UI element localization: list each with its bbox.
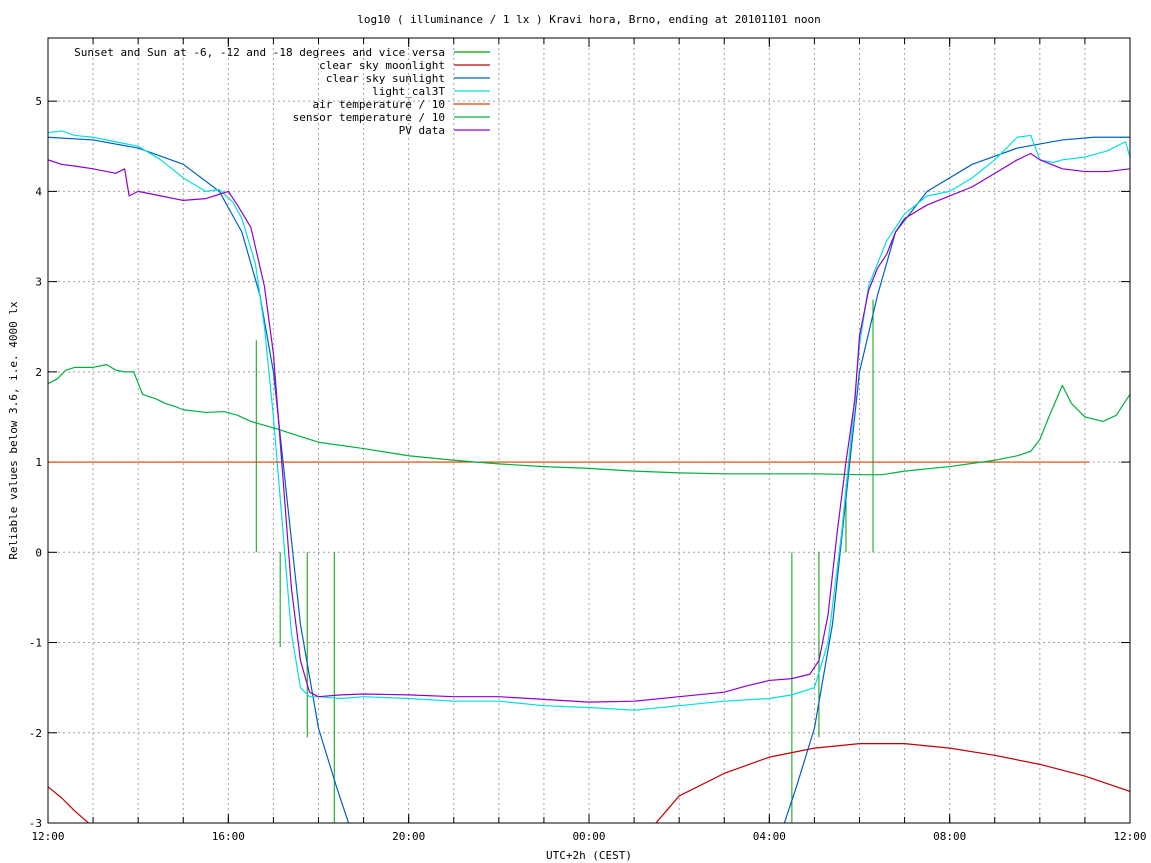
chart-series bbox=[48, 130, 1130, 823]
legend-label: clear sky sunlight bbox=[326, 72, 445, 85]
x-tick-label: 08:00 bbox=[933, 830, 966, 843]
y-tick-label: 2 bbox=[35, 366, 42, 379]
x-tick-label: 12:00 bbox=[1113, 830, 1146, 843]
y-tick-label: 4 bbox=[35, 185, 42, 198]
x-tick-label: 00:00 bbox=[572, 830, 605, 843]
x-tick-label: 04:00 bbox=[753, 830, 786, 843]
legend-label: sensor temperature / 10 bbox=[293, 111, 445, 124]
legend-label: clear sky moonlight bbox=[319, 59, 445, 72]
legend-label: PV data bbox=[399, 124, 445, 137]
legend-label: Sunset and Sun at -6, -12 and -18 degree… bbox=[74, 46, 445, 59]
y-tick-label: 3 bbox=[35, 276, 42, 289]
series-3-line bbox=[48, 136, 1130, 823]
y-tick-label: -2 bbox=[29, 727, 42, 740]
legend: Sunset and Sun at -6, -12 and -18 degree… bbox=[74, 46, 490, 137]
x-tick-label: 16:00 bbox=[212, 830, 245, 843]
x-tick-label: 20:00 bbox=[392, 830, 425, 843]
series-6-line bbox=[48, 364, 1130, 476]
series-2-line bbox=[48, 743, 1130, 823]
plot-frame bbox=[47, 37, 1131, 824]
legend-label: light_cal3T bbox=[372, 85, 445, 98]
chart-title: log10 ( illuminance / 1 lx ) Kravi hora,… bbox=[357, 13, 821, 26]
y-tick-label: 1 bbox=[35, 456, 42, 469]
x-axis-label: UTC+2h (CEST) bbox=[546, 849, 632, 862]
legend-label: air temperature / 10 bbox=[313, 98, 445, 111]
y-tick-label: 0 bbox=[35, 546, 42, 559]
x-tick-label: 12:00 bbox=[31, 830, 64, 843]
y-axis-label: Reliable values below 3.6, i.e. 4000 lx bbox=[7, 301, 20, 560]
series-4-line bbox=[48, 130, 1130, 711]
y-tick-label: -3 bbox=[29, 817, 42, 830]
series-7-line bbox=[48, 152, 1130, 703]
y-tick-label: 5 bbox=[35, 95, 42, 108]
y-tick-label: -1 bbox=[29, 637, 42, 650]
